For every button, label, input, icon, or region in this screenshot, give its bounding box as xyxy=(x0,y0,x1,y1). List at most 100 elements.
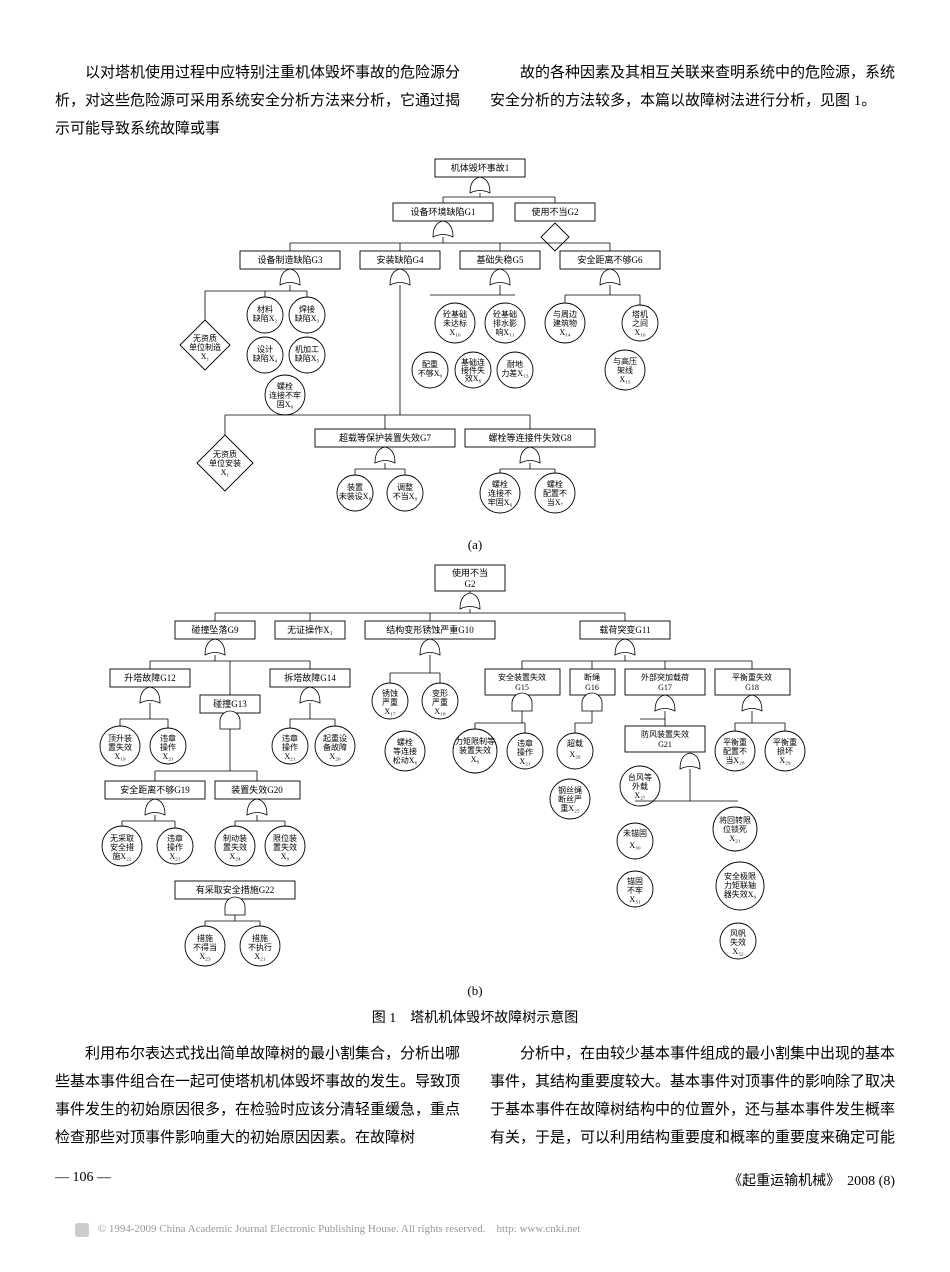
svg-text:违章: 违章 xyxy=(167,833,183,843)
svg-text:X₂₁: X₂₁ xyxy=(169,852,181,861)
svg-text:配重: 配重 xyxy=(422,359,438,369)
svg-text:X₃₀: X₃₀ xyxy=(629,841,641,850)
svg-text:置失效: 置失效 xyxy=(273,842,297,852)
svg-text:配置不: 配置不 xyxy=(543,489,567,498)
svg-text:操作: 操作 xyxy=(282,742,298,752)
svg-text:缺陷X₄: 缺陷X₄ xyxy=(253,353,278,363)
svg-text:固X₆: 固X₆ xyxy=(277,400,294,409)
svg-text:与周边: 与周边 xyxy=(553,309,577,319)
svg-text:松动X₆: 松动X₆ xyxy=(393,755,418,765)
svg-text:螺栓等连接件失效G8: 螺栓等连接件失效G8 xyxy=(489,432,573,443)
publisher-icon xyxy=(75,1223,89,1237)
svg-text:不牢: 不牢 xyxy=(627,885,643,895)
svg-text:安装缺陷G4: 安装缺陷G4 xyxy=(377,254,424,265)
svg-text:安全距离不够G19: 安全距离不够G19 xyxy=(120,784,190,795)
svg-text:平衡重: 平衡重 xyxy=(723,737,747,747)
svg-text:违章: 违章 xyxy=(282,733,298,743)
svg-text:无资质: 无资质 xyxy=(193,333,217,343)
svg-text:制动装: 制动装 xyxy=(223,833,247,843)
svg-text:之间: 之间 xyxy=(632,318,648,328)
svg-text:响X₁₁: 响X₁₁ xyxy=(495,327,515,337)
svg-text:X₂₀: X₂₀ xyxy=(329,752,341,761)
svg-text:使用不当G2: 使用不当G2 xyxy=(532,206,579,217)
svg-text:架线: 架线 xyxy=(617,365,633,375)
svg-text:装置: 装置 xyxy=(347,482,363,492)
svg-text:焊接: 焊接 xyxy=(299,304,315,314)
svg-text:防风装置失效: 防风装置失效 xyxy=(641,729,689,739)
svg-text:置失效: 置失效 xyxy=(223,842,247,852)
svg-text:牢固X₆: 牢固X₆ xyxy=(488,497,513,507)
svg-text:施X₂₂: 施X₂₂ xyxy=(112,851,132,861)
svg-text:锈蚀: 锈蚀 xyxy=(382,688,398,698)
svg-text:X₉: X₉ xyxy=(281,852,290,861)
svg-text:未装设X₈: 未装设X₈ xyxy=(339,491,372,501)
svg-text:G17: G17 xyxy=(658,683,672,692)
svg-text:X₁₆: X₁₆ xyxy=(634,328,646,337)
svg-text:装置失效: 装置失效 xyxy=(459,745,491,755)
svg-text:结构变形锈蚀严重G10: 结构变形锈蚀严重G10 xyxy=(386,624,474,635)
svg-text:设计: 设计 xyxy=(257,344,273,354)
svg-text:X₂₃: X₂₃ xyxy=(199,952,211,961)
svg-text:G15: G15 xyxy=(515,683,529,692)
svg-text:连接不: 连接不 xyxy=(488,488,512,498)
svg-text:措施: 措施 xyxy=(197,933,213,943)
svg-text:X₁₀: X₁₀ xyxy=(449,328,461,337)
svg-text:位锁死: 位锁死 xyxy=(723,824,747,834)
svg-text:螺栓: 螺栓 xyxy=(277,381,293,391)
svg-text:螺栓: 螺栓 xyxy=(547,479,563,489)
svg-text:安全装置失效: 安全装置失效 xyxy=(498,672,546,682)
svg-text:拆塔故障G14: 拆塔故障G14 xyxy=(284,672,336,683)
svg-text:单位安装: 单位安装 xyxy=(209,458,241,468)
svg-text:当X₂₈: 当X₂₈ xyxy=(725,755,745,765)
svg-text:螺栓: 螺栓 xyxy=(397,737,413,747)
svg-text:砼基础: 砼基础 xyxy=(493,309,517,319)
svg-text:X₂₉: X₂₉ xyxy=(779,756,791,765)
svg-text:缺陷X₅: 缺陷X₅ xyxy=(295,353,320,363)
bottom-para-left: 利用布尔表达式找出简单故障树的最小割集合，分析出哪些基本事件组合在一起可使塔机机… xyxy=(55,1041,460,1152)
svg-text:机体毁坏事故1: 机体毁坏事故1 xyxy=(451,162,510,173)
svg-text:不够X₉: 不够X₉ xyxy=(418,368,443,378)
svg-text:X₁₈: X₁₈ xyxy=(434,707,446,716)
svg-text:设备制造缺陷G3: 设备制造缺陷G3 xyxy=(258,254,323,265)
svg-text:X₁₉: X₁₉ xyxy=(114,752,126,761)
svg-text:钢丝绳: 钢丝绳 xyxy=(558,785,582,795)
svg-text:X₂₆: X₂₆ xyxy=(569,750,581,759)
svg-text:X₂₄: X₂₄ xyxy=(229,852,241,861)
svg-text:配置不: 配置不 xyxy=(723,747,747,756)
svg-text:外载: 外载 xyxy=(632,781,648,791)
svg-text:效X₆: 效X₆ xyxy=(465,373,482,383)
svg-text:X₂₁: X₂₁ xyxy=(729,834,741,843)
svg-text:平衡重: 平衡重 xyxy=(773,737,797,747)
svg-text:违章: 违章 xyxy=(517,738,533,748)
top-para-right: 故的各种因素及其相互关联来查明系统中的危险源，系统安全分析的方法较多，本篇以故障… xyxy=(490,60,895,116)
svg-text:违章: 违章 xyxy=(160,733,176,743)
svg-text:器失效X₉: 器失效X₉ xyxy=(724,889,757,899)
svg-text:砼基础: 砼基础 xyxy=(443,309,467,319)
svg-text:操作: 操作 xyxy=(167,842,183,852)
figure-caption: 图 1 塔机机体毁坏故障树示意图 xyxy=(55,1007,895,1027)
svg-text:起重设: 起重设 xyxy=(323,733,347,743)
svg-text:力差X₁₃: 力差X₁₃ xyxy=(501,368,529,378)
journal-info: 《起重运输机械》 2008 (8) xyxy=(728,1170,895,1190)
svg-text:台风等: 台风等 xyxy=(628,772,652,782)
svg-text:X₁₅: X₁₅ xyxy=(619,375,631,384)
svg-text:力矩限制等: 力矩限制等 xyxy=(455,736,495,746)
svg-text:X₂₁: X₂₁ xyxy=(162,752,174,761)
svg-text:等连接: 等连接 xyxy=(393,746,417,756)
svg-text:严重: 严重 xyxy=(382,697,398,707)
svg-text:升塔故障G12: 升塔故障G12 xyxy=(124,672,176,683)
svg-text:顶升装: 顶升装 xyxy=(108,733,132,743)
svg-text:当X₇: 当X₇ xyxy=(547,497,564,507)
svg-text:G2: G2 xyxy=(465,579,476,589)
svg-text:备故障: 备故障 xyxy=(323,742,347,752)
svg-text:损坏: 损坏 xyxy=(777,746,793,756)
svg-text:置失效: 置失效 xyxy=(108,742,132,752)
svg-text:碰撞G13: 碰撞G13 xyxy=(213,698,247,709)
svg-text:G16: G16 xyxy=(585,683,599,692)
svg-text:将回转限: 将回转限 xyxy=(719,815,751,825)
svg-text:装置失效G20: 装置失效G20 xyxy=(231,784,283,795)
svg-text:操作: 操作 xyxy=(160,742,176,752)
svg-text:严重: 严重 xyxy=(432,697,448,707)
svg-text:有采取安全措施G22: 有采取安全措施G22 xyxy=(196,884,275,895)
svg-text:机加工: 机加工 xyxy=(295,344,319,354)
